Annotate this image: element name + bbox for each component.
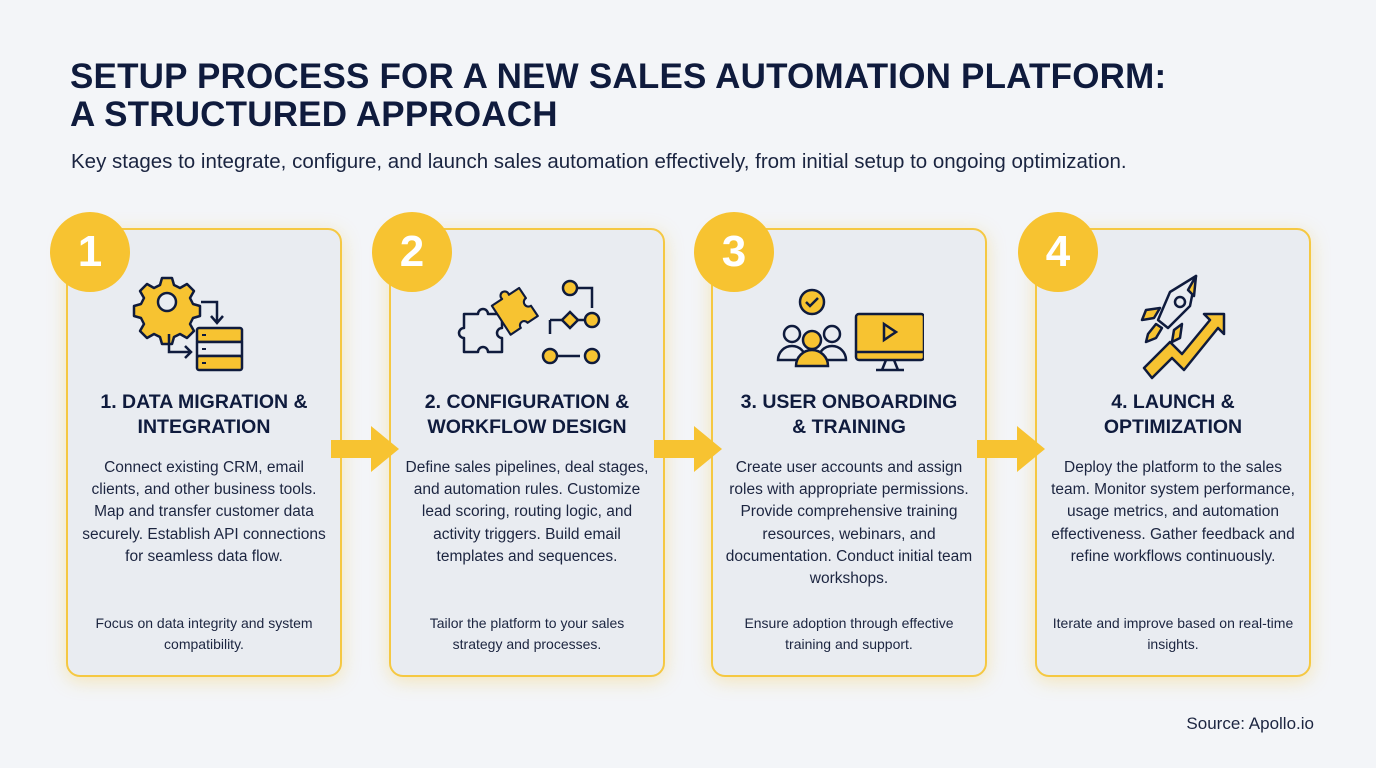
step-number-badge-1: 1 — [50, 212, 130, 292]
gear-database-icon — [132, 276, 244, 372]
step-description: Define sales pipelines, deal stages, and… — [405, 459, 649, 565]
step-note: Iterate and improve based on real-time i… — [1052, 615, 1294, 652]
arrow-right-icon — [977, 426, 1045, 472]
arrow-right-icon — [654, 426, 722, 472]
page-title: SETUP PROCESS FOR A NEW SALES AUTOMATION… — [70, 58, 1166, 134]
step-card-3: 3. USER ONBOARDING & TRAINING Create user… — [711, 228, 987, 677]
step-card-1: 1. DATA MIGRATION & INTEGRATION Connect e… — [66, 228, 342, 677]
title-line-2: A STRUCTURED APPROACH — [70, 95, 558, 134]
step-card-2: 2. CONFIGURATION & WORKFLOW DESIGN Define… — [389, 228, 665, 677]
step-number-badge-2: 2 — [372, 212, 452, 292]
step-description: Create user accounts and assign roles wi… — [725, 459, 973, 588]
step-card-4: 4. LAUNCH & OPTIMIZATION Deploy the platf… — [1035, 228, 1311, 677]
rocket-growth-icon — [1140, 274, 1226, 380]
page-subtitle: Key stages to integrate, configure, and … — [71, 150, 1127, 173]
step-note: Focus on data integrity and system compa… — [95, 615, 313, 652]
title-line-1: SETUP PROCESS FOR A NEW SALES AUTOMATION… — [70, 57, 1167, 96]
source-credit: Source: Apollo.io — [1186, 714, 1314, 733]
step-number-badge-3: 3 — [694, 212, 774, 292]
arrow-right-icon — [331, 426, 399, 472]
puzzle-workflow-icon — [457, 279, 601, 365]
team-video-icon — [776, 288, 924, 372]
step-heading: 4. LAUNCH & OPTIMIZATION — [1103, 391, 1243, 438]
step-heading: 3. USER ONBOARDING & TRAINING — [740, 391, 958, 438]
step-heading: 1. DATA MIGRATION & INTEGRATION — [100, 391, 308, 438]
step-description: Connect existing CRM, email clients, and… — [82, 459, 326, 565]
step-heading: 2. CONFIGURATION & WORKFLOW DESIGN — [424, 391, 630, 438]
step-number-badge-4: 4 — [1018, 212, 1098, 292]
step-note: Tailor the platform to your sales strate… — [429, 615, 625, 652]
step-note: Ensure adoption through effective traini… — [744, 615, 954, 652]
step-description: Deploy the platform to the sales team. M… — [1051, 459, 1295, 565]
